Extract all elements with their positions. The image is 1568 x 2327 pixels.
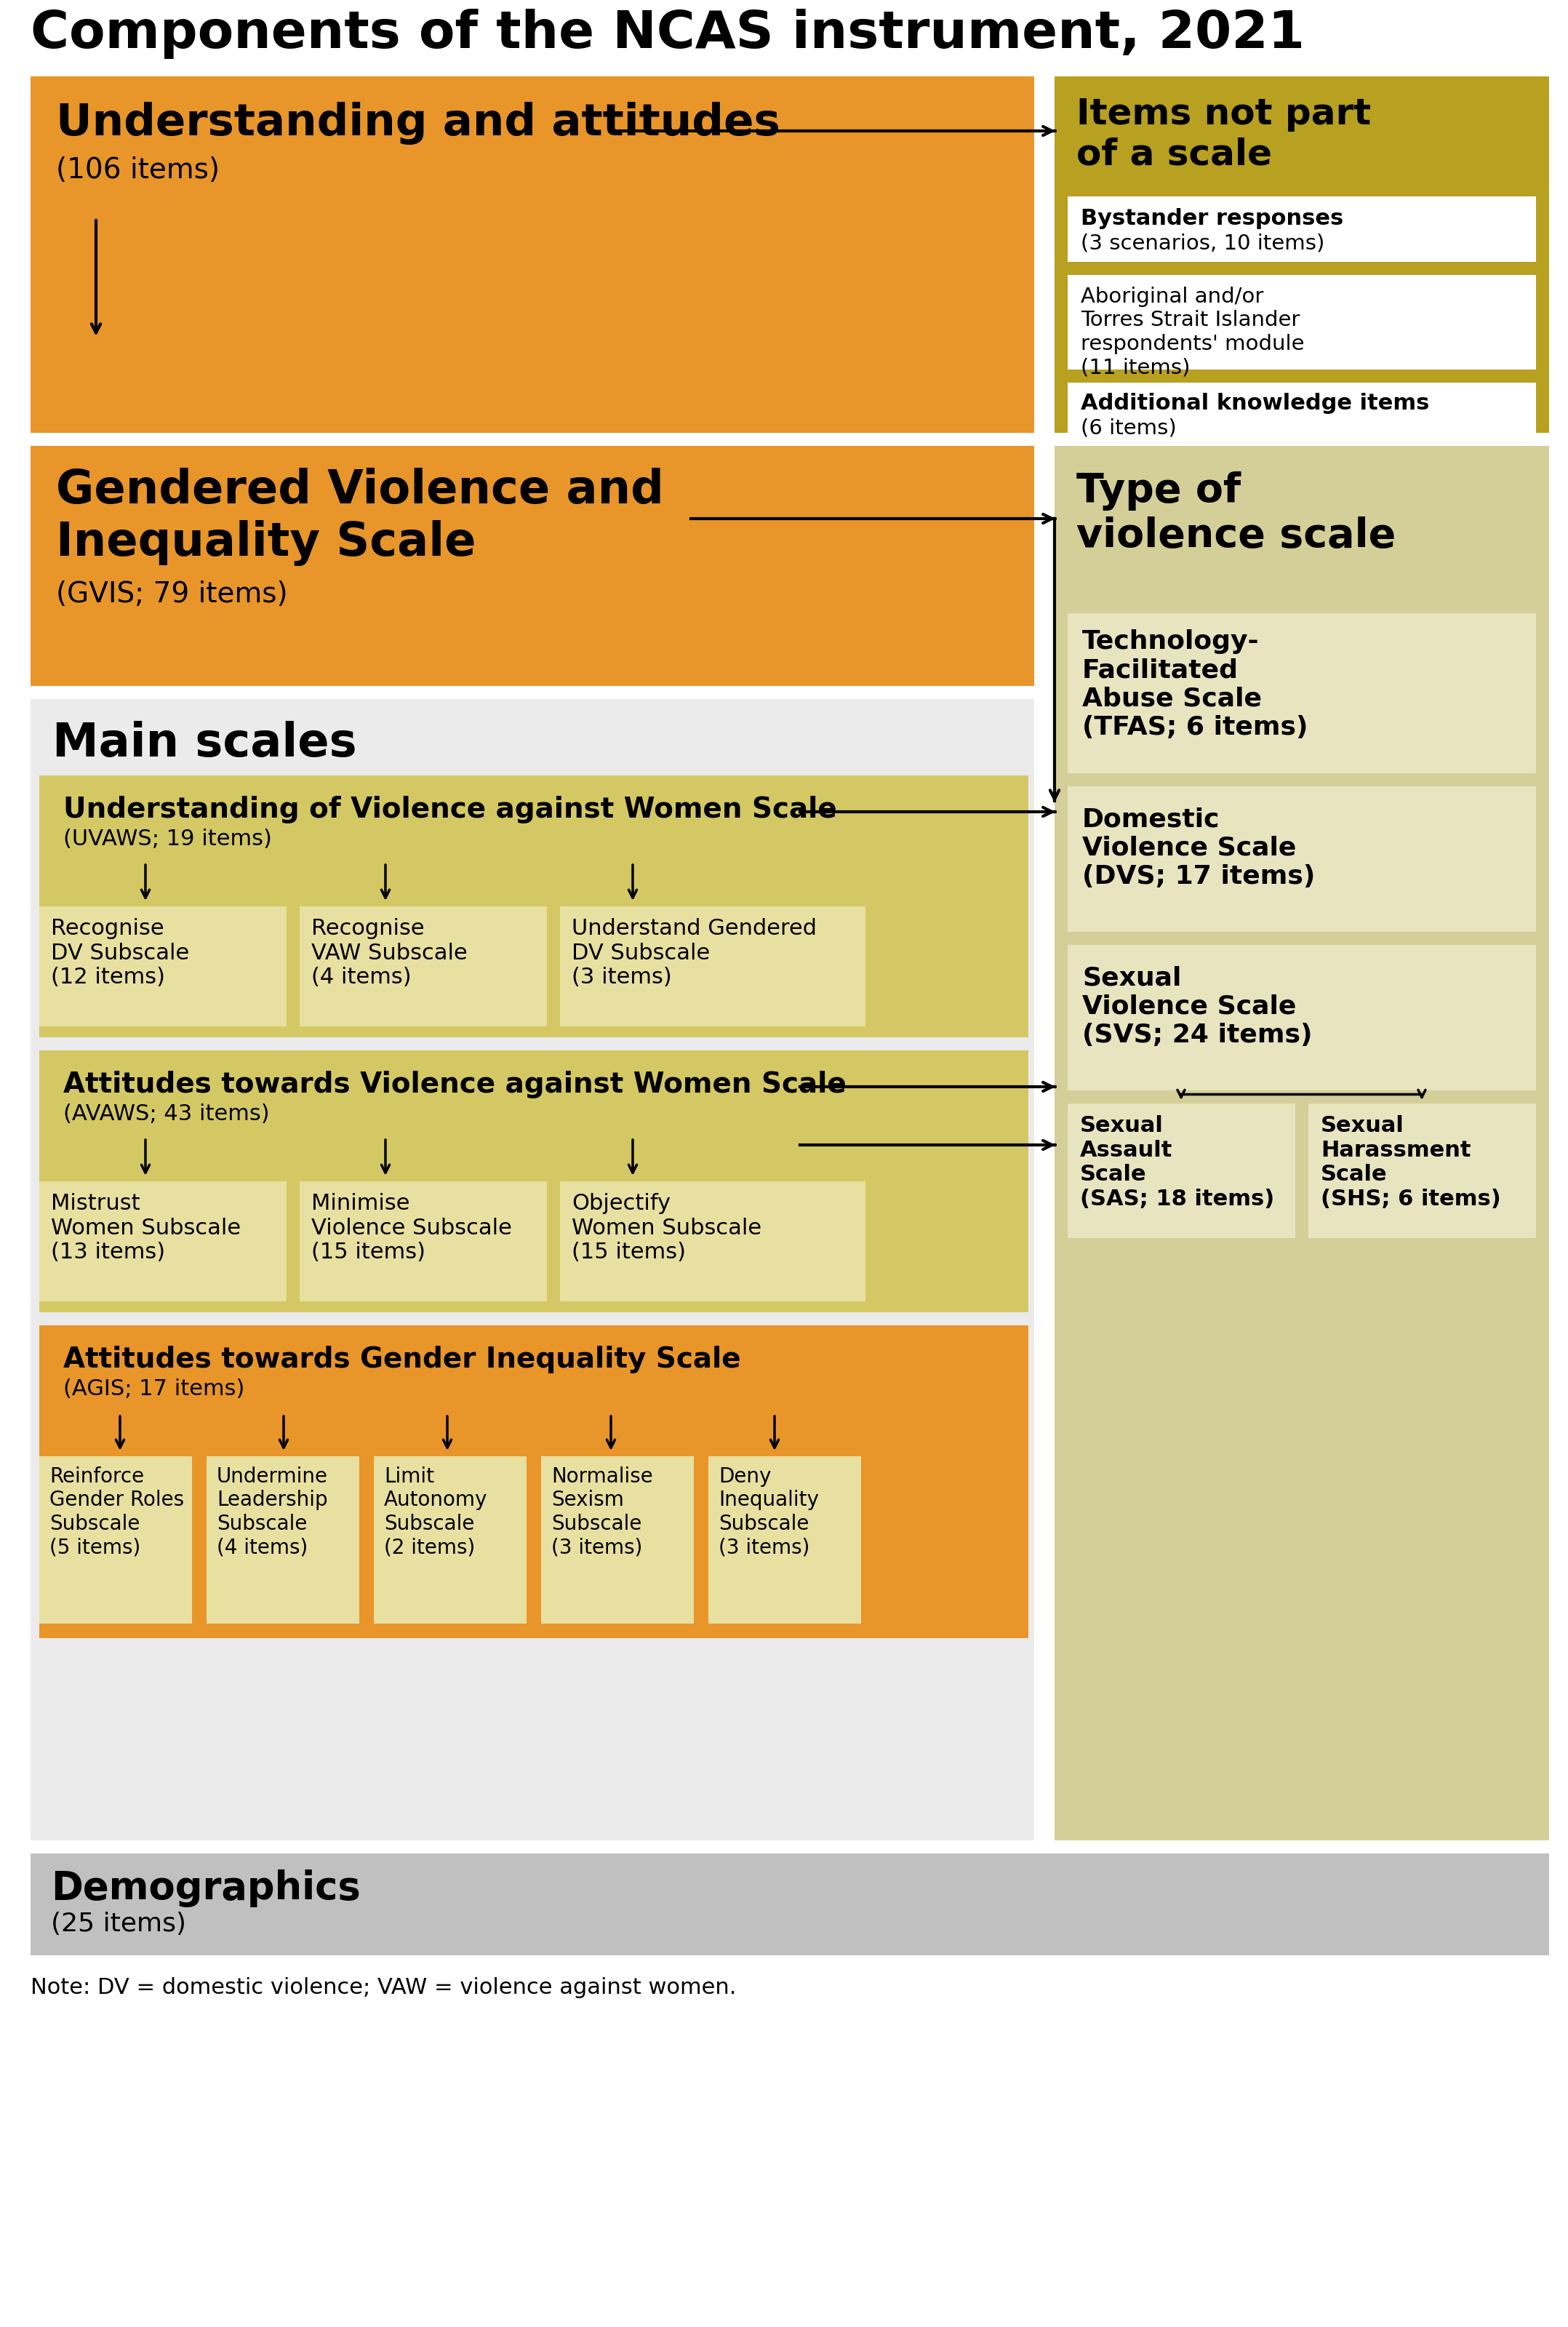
Text: (AVAWS; 43 items): (AVAWS; 43 items) [63,1103,270,1124]
Text: Understanding of Violence against Women Scale: Understanding of Violence against Women … [63,796,837,824]
Bar [39,775,1029,1038]
Bar [1068,614,1537,773]
Text: Sexual
Violence Scale
(SVS; 24 items): Sexual Violence Scale (SVS; 24 items) [1082,966,1312,1047]
Text: Mistrust
Women Subscale
(13 items): Mistrust Women Subscale (13 items) [50,1194,241,1264]
Text: Limit
Autonomy
Subscale
(2 items): Limit Autonomy Subscale (2 items) [384,1466,488,1557]
Text: Objectify
Women Subscale
(15 items): Objectify Women Subscale (15 items) [572,1194,762,1264]
Text: Attitudes towards Gender Inequality Scale: Attitudes towards Gender Inequality Scal… [63,1345,740,1373]
Text: Recognise
VAW Subscale
(4 items): Recognise VAW Subscale (4 items) [312,917,467,989]
Bar [207,1457,359,1624]
Text: Reinforce
Gender Roles
Subscale
(5 items): Reinforce Gender Roles Subscale (5 items… [50,1466,183,1557]
Bar [1068,1103,1295,1238]
Bar [1068,382,1537,444]
Text: Type of
violence scale: Type of violence scale [1076,472,1396,556]
Text: (25 items): (25 items) [50,1913,187,1936]
Text: Demographics: Demographics [50,1869,361,1908]
Text: (106 items): (106 items) [56,156,220,184]
Text: Additional knowledge items: Additional knowledge items [1080,393,1430,414]
Bar [1068,275,1537,370]
Bar [39,1049,1029,1312]
Text: Sexual
Harassment
Scale
(SHS; 6 items): Sexual Harassment Scale (SHS; 6 items) [1320,1115,1501,1210]
Bar [1068,945,1537,1091]
Bar [1055,77,1549,433]
Bar [373,1457,527,1624]
Bar [30,1852,1549,1955]
Bar [39,1457,191,1624]
Text: (3 scenarios, 10 items): (3 scenarios, 10 items) [1080,233,1325,254]
Bar [299,905,547,1026]
Text: (6 items): (6 items) [1080,417,1176,437]
Text: Gendered Violence and
Inequality Scale: Gendered Violence and Inequality Scale [56,468,663,565]
Text: Items not part
of a scale: Items not part of a scale [1076,98,1370,172]
Text: Aboriginal and/or
Torres Strait Islander
respondents' module
(11 items): Aboriginal and/or Torres Strait Islander… [1080,286,1305,377]
Text: Domestic
Violence Scale
(DVS; 17 items): Domestic Violence Scale (DVS; 17 items) [1082,807,1316,889]
Bar [1068,195,1537,263]
Text: Sexual
Assault
Scale
(SAS; 18 items): Sexual Assault Scale (SAS; 18 items) [1080,1115,1275,1210]
Bar [30,698,1035,1841]
Text: Undermine
Leadership
Subscale
(4 items): Undermine Leadership Subscale (4 items) [216,1466,328,1557]
Text: Deny
Inequality
Subscale
(3 items): Deny Inequality Subscale (3 items) [718,1466,818,1557]
Text: Minimise
Violence Subscale
(15 items): Minimise Violence Subscale (15 items) [312,1194,511,1264]
Text: Note: DV = domestic violence; VAW = violence against women.: Note: DV = domestic violence; VAW = viol… [30,1978,737,1999]
Bar [39,1182,287,1301]
Text: Main scales: Main scales [52,721,358,766]
Text: Attitudes towards Violence against Women Scale: Attitudes towards Violence against Women… [63,1070,847,1098]
Text: (AGIS; 17 items): (AGIS; 17 items) [63,1378,245,1399]
Bar [1055,447,1549,1841]
Text: Technology-
Facilitated
Abuse Scale
(TFAS; 6 items): Technology- Facilitated Abuse Scale (TFA… [1082,628,1308,740]
Bar [560,1182,866,1301]
Text: Understand Gendered
DV Subscale
(3 items): Understand Gendered DV Subscale (3 items… [572,917,817,989]
Bar [299,1182,547,1301]
Bar [1308,1103,1537,1238]
Bar [30,77,1035,433]
Bar [30,447,1035,686]
Bar [709,1457,861,1624]
Text: Components of the NCAS instrument, 2021: Components of the NCAS instrument, 2021 [30,9,1305,58]
Text: Understanding and attitudes: Understanding and attitudes [56,102,781,144]
Text: Recognise
DV Subscale
(12 items): Recognise DV Subscale (12 items) [50,917,190,989]
Text: (UVAWS; 19 items): (UVAWS; 19 items) [63,828,271,849]
Bar [1068,787,1537,931]
Bar [39,905,287,1026]
Text: Bystander responses: Bystander responses [1080,207,1344,228]
Text: Normalise
Sexism
Subscale
(3 items): Normalise Sexism Subscale (3 items) [552,1466,652,1557]
Text: (GVIS; 79 items): (GVIS; 79 items) [56,579,287,607]
Bar [541,1457,693,1624]
Bar [39,1326,1029,1638]
Bar [560,905,866,1026]
